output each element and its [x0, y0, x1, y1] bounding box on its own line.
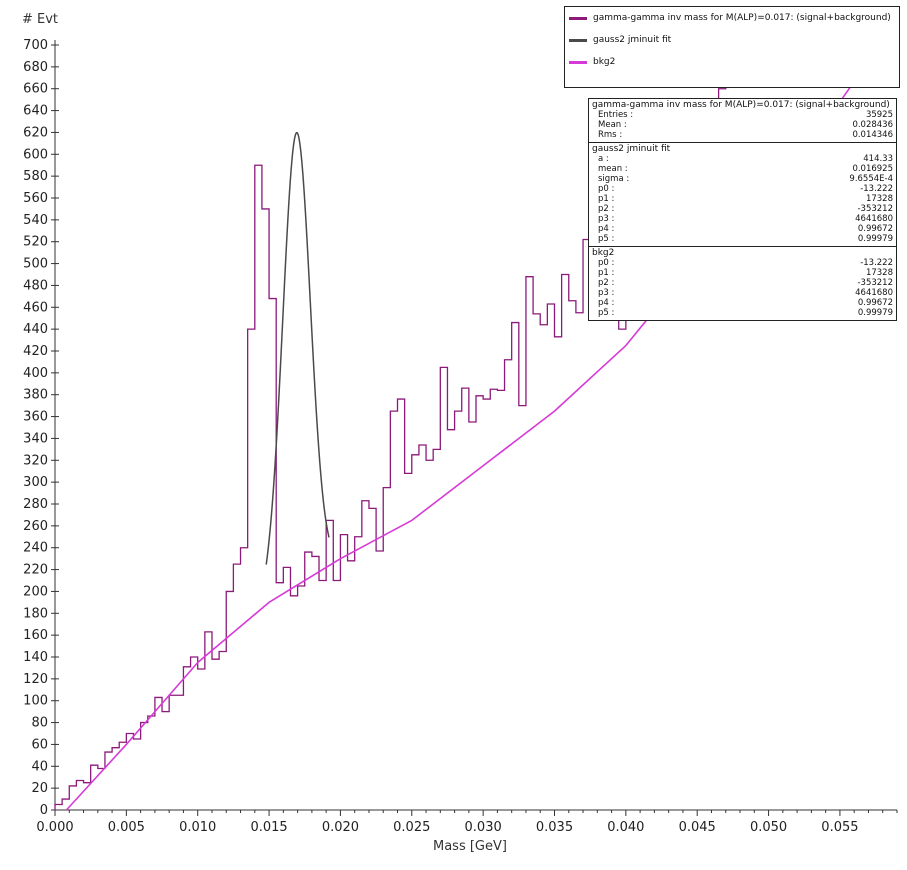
x-tick-label: 0.000 [36, 820, 73, 835]
y-tick-label: 280 [23, 497, 48, 512]
y-tick-label: 580 [23, 169, 48, 184]
y-axis-title: # Evt [22, 12, 58, 27]
y-tick-label: 640 [23, 104, 48, 119]
stats-box: gamma-gamma inv mass for M(ALP)=0.017: (… [588, 98, 897, 321]
stat-row: p5 :0.99979 [598, 308, 893, 318]
y-tick-label: 520 [23, 235, 48, 250]
legend-swatch-histogram [569, 16, 587, 20]
y-tick-label: 540 [23, 213, 48, 228]
y-tick-label: 300 [23, 475, 48, 490]
y-axis: 0 20 40 60 80 100 120 140 160 180 200 220 240 260 280 3… [23, 38, 59, 818]
legend-item-bkg: bkg2 [565, 51, 899, 73]
y-tick-label: 500 [23, 257, 48, 272]
stats-title: gamma-gamma inv mass for M(ALP)=0.017: (… [592, 100, 890, 110]
stat-row: p4 :0.99672 [598, 298, 893, 308]
y-tick-label: 40 [31, 759, 48, 774]
y-tick-label: 480 [23, 278, 48, 293]
y-tick-label: 440 [23, 322, 48, 337]
legend-label: gamma-gamma inv mass for M(ALP)=0.017: (… [593, 13, 891, 23]
legend-swatch-bkg [569, 60, 587, 64]
stat-row: p1 :17328 [598, 194, 893, 204]
x-tick-label: 0.040 [607, 820, 644, 835]
stat-row: p3 :4641680 [598, 214, 893, 224]
y-tick-label: 200 [23, 584, 48, 599]
y-tick-label: 620 [23, 125, 48, 140]
y-tick-label: 400 [23, 366, 48, 381]
x-tick-label: 0.035 [536, 820, 573, 835]
y-tick-label: 380 [23, 388, 48, 403]
stat-row: a :414.33 [598, 154, 893, 164]
legend-item-fit: gauss2 jminuit fit [565, 29, 899, 51]
y-tick-label: 120 [23, 672, 48, 687]
stats-title: gauss2 jminuit fit [592, 144, 671, 154]
legend-item-histogram: gamma-gamma inv mass for M(ALP)=0.017: (… [565, 7, 899, 29]
y-tick-label: 660 [23, 82, 48, 97]
x-tick-label: 0.005 [108, 820, 145, 835]
x-tick-label: 0.030 [465, 820, 502, 835]
stat-row: p2 : -353212 [598, 278, 893, 288]
y-tick-label: 340 [23, 431, 48, 446]
y-tick-label: 240 [23, 541, 48, 556]
stat-row: p3 :4641680 [598, 288, 893, 298]
legend-label: bkg2 [593, 57, 616, 67]
y-tick-label: 180 [23, 606, 48, 621]
y-tick-label: 680 [23, 60, 48, 75]
x-tick-label: 0.020 [322, 820, 359, 835]
y-tick-label: 60 [31, 737, 48, 752]
stat-row: Mean :0.028436 [598, 120, 893, 130]
y-tick-label: 600 [23, 147, 48, 162]
y-tick-label: 140 [23, 650, 48, 665]
x-tick-label: 0.015 [250, 820, 287, 835]
x-tick-label: 0.055 [821, 820, 858, 835]
y-tick-label: 0 [40, 803, 48, 818]
y-tick-label: 460 [23, 300, 48, 315]
x-axis-title: Mass [GeV] [433, 839, 507, 854]
y-tick-label: 560 [23, 191, 48, 206]
stats-title: bkg2 [592, 248, 615, 258]
y-tick-label: 20 [31, 781, 48, 796]
y-tick-label: 420 [23, 344, 48, 359]
y-tick-label: 260 [23, 519, 48, 534]
x-tick-label: 0.050 [750, 820, 787, 835]
stat-row: sigma :9.6554E-4 [598, 174, 893, 184]
x-axis: 0.000 0.005 0.010 0.015 0.020 0.025 0.030 0.035… [36, 809, 898, 835]
stat-row: p0 : -13.222 [598, 258, 893, 268]
stat-row: Rms :0.014346 [598, 130, 893, 140]
stat-row: mean :0.016925 [598, 164, 893, 174]
y-tick-label: 360 [23, 410, 48, 425]
stats-fit: gauss2 jminuit fit a :414.33 mean :0.016… [589, 142, 896, 246]
y-tick-label: 320 [23, 453, 48, 468]
legend-label: gauss2 jminuit fit [593, 35, 672, 45]
x-tick-label: 0.010 [179, 820, 216, 835]
legend-swatch-fit [569, 38, 587, 42]
y-tick-label: 80 [31, 716, 48, 731]
y-tick-label: 700 [23, 38, 48, 53]
stats-bkg: bkg2 p0 : -13.222 p1 :17328 p2 : -353212 p… [589, 246, 896, 320]
stat-row: p2 : -353212 [598, 204, 893, 214]
stat-row: p0 : -13.222 [598, 184, 893, 194]
x-tick-label: 0.045 [679, 820, 716, 835]
y-tick-label: 160 [23, 628, 48, 643]
stat-row: p4 :0.99672 [598, 224, 893, 234]
stat-row: p5 :0.99979 [598, 234, 893, 244]
stat-row: p1 :17328 [598, 268, 893, 278]
stat-row: Entries :35925 [598, 110, 893, 120]
stats-histogram: gamma-gamma inv mass for M(ALP)=0.017: (… [589, 99, 896, 142]
legend: gamma-gamma inv mass for M(ALP)=0.017: (… [564, 6, 900, 88]
y-tick-label: 220 [23, 563, 48, 578]
y-tick-label: 100 [23, 694, 48, 709]
gauss-fit-curve [265, 131, 330, 565]
x-tick-label: 0.025 [393, 820, 430, 835]
